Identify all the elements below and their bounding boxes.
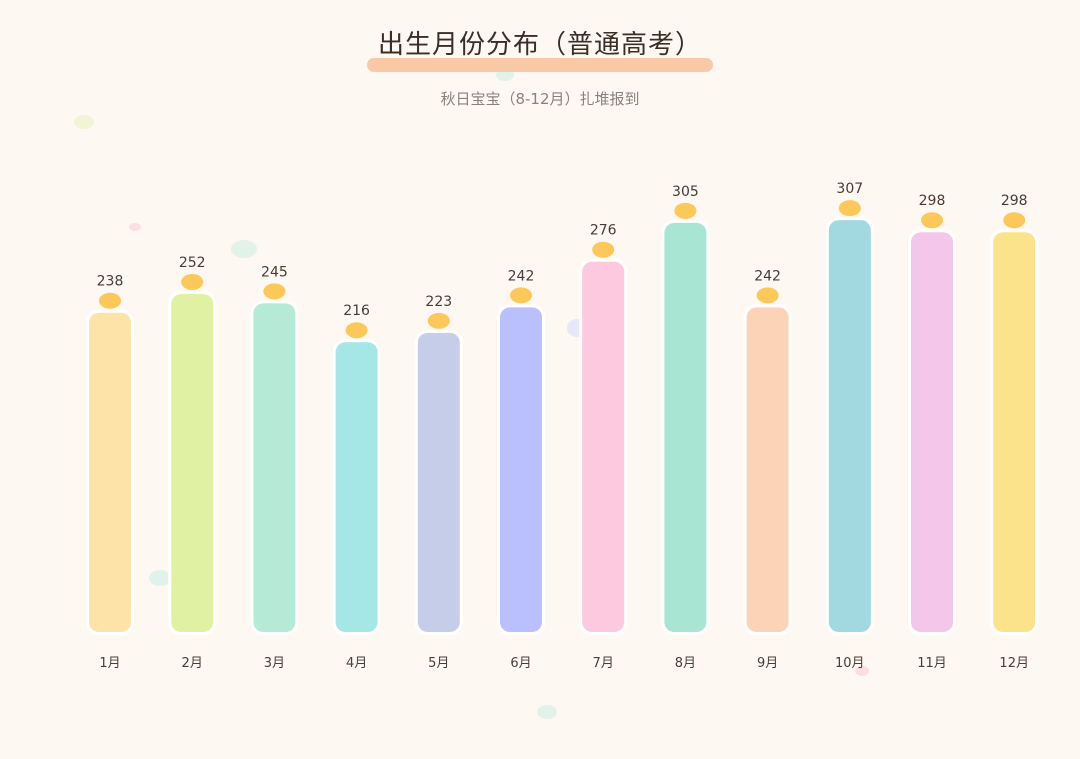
bar-group: 276 7月 bbox=[579, 223, 628, 671]
bubble-decoration bbox=[496, 69, 514, 81]
bar-top-dot bbox=[181, 273, 204, 290]
chart-subtitle: 秋日宝宝（8-12月）扎堆报到 bbox=[440, 90, 640, 108]
bar-top-dot bbox=[592, 241, 615, 258]
bar-top-dot bbox=[345, 322, 368, 339]
bar-group: 305 8月 bbox=[661, 184, 710, 671]
bar-top-dot bbox=[674, 202, 697, 219]
bar-group: 242 9月 bbox=[743, 268, 792, 671]
bar bbox=[664, 222, 707, 632]
bubble-decoration bbox=[231, 240, 257, 258]
bar-group: 216 4月 bbox=[332, 303, 381, 671]
bars-layer: 238 1月 252 2月 245 3月 216 4月 223 5月 242 6月 276 7月 305 8月… bbox=[86, 181, 1039, 671]
data-label: 305 bbox=[672, 184, 699, 200]
bar-top-dot bbox=[427, 312, 450, 329]
bar bbox=[828, 220, 871, 633]
x-tick-label: 12月 bbox=[999, 656, 1029, 671]
x-tick-label: 4月 bbox=[346, 656, 367, 671]
chart-title: 出生月份分布（普通高考） bbox=[377, 30, 702, 60]
bar-top-dot bbox=[838, 200, 861, 217]
data-label: 216 bbox=[343, 303, 370, 319]
bar bbox=[335, 342, 378, 632]
bar-top-dot bbox=[263, 283, 286, 300]
x-tick-label: 10月 bbox=[835, 656, 865, 671]
data-label: 242 bbox=[754, 268, 781, 284]
data-label: 245 bbox=[261, 264, 288, 280]
bar bbox=[171, 293, 214, 632]
bar-group: 242 6月 bbox=[497, 268, 545, 671]
bubble-decoration bbox=[74, 115, 94, 129]
x-tick-label: 6月 bbox=[510, 656, 531, 671]
data-label: 252 bbox=[179, 255, 206, 271]
data-label: 276 bbox=[590, 223, 617, 239]
bubble-decoration bbox=[537, 705, 557, 719]
bar bbox=[582, 261, 625, 632]
data-label: 298 bbox=[1001, 193, 1028, 209]
x-tick-label: 11月 bbox=[917, 656, 947, 671]
bar bbox=[253, 303, 296, 632]
data-label: 307 bbox=[836, 181, 863, 197]
title-underline bbox=[367, 58, 713, 72]
bar bbox=[500, 307, 542, 632]
data-label: 242 bbox=[508, 268, 535, 284]
bar-top-dot bbox=[99, 292, 121, 309]
bar-group: 298 12月 bbox=[990, 193, 1039, 671]
x-tick-label: 7月 bbox=[593, 656, 614, 671]
bubble-decoration bbox=[129, 223, 141, 231]
bar-group: 238 1月 bbox=[86, 274, 134, 671]
bar bbox=[417, 332, 460, 632]
bar-group: 245 3月 bbox=[250, 264, 299, 671]
bar-group: 252 2月 bbox=[168, 255, 217, 671]
bar-group: 223 5月 bbox=[414, 294, 463, 671]
data-label: 223 bbox=[425, 294, 452, 310]
bubble-decoration bbox=[855, 666, 869, 676]
x-tick-label: 8月 bbox=[675, 656, 696, 671]
bar bbox=[89, 312, 131, 632]
bar-top-dot bbox=[510, 287, 532, 304]
data-label: 238 bbox=[97, 274, 124, 290]
bar-top-dot bbox=[1003, 212, 1026, 229]
data-label: 298 bbox=[919, 193, 946, 209]
bar-group: 298 11月 bbox=[908, 193, 956, 671]
x-tick-label: 2月 bbox=[182, 656, 203, 671]
bar bbox=[746, 307, 789, 632]
bar-top-dot bbox=[921, 212, 943, 229]
bar-group: 307 10月 bbox=[825, 181, 874, 671]
bubble-decoration bbox=[149, 570, 171, 586]
bar bbox=[993, 232, 1036, 632]
x-tick-label: 5月 bbox=[428, 656, 449, 671]
x-tick-label: 9月 bbox=[757, 656, 778, 671]
bar-top-dot bbox=[756, 287, 779, 304]
x-tick-label: 3月 bbox=[264, 656, 285, 671]
x-tick-label: 1月 bbox=[99, 656, 120, 671]
bar bbox=[911, 232, 953, 632]
